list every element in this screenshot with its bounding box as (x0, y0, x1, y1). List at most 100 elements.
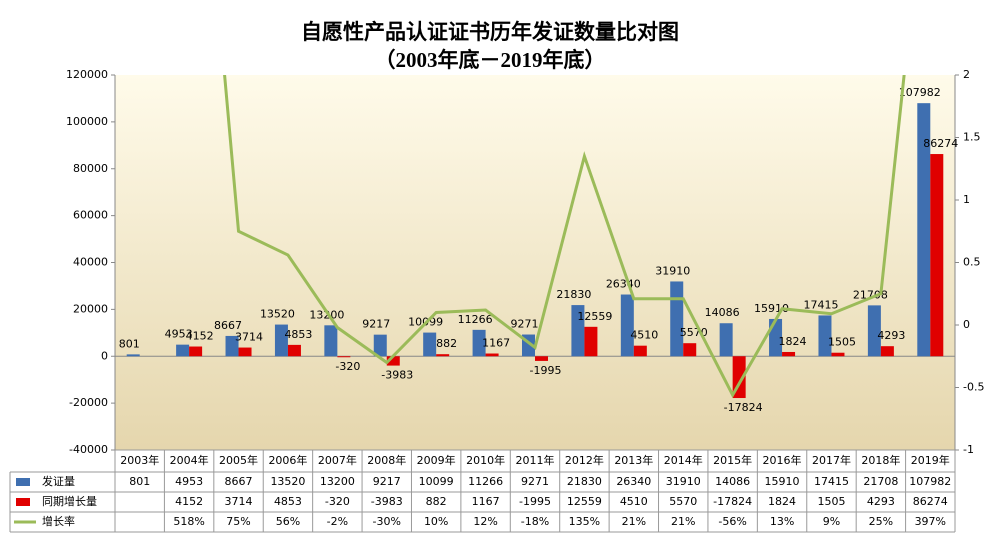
x-tick-label: 2013年 (614, 453, 653, 467)
data-label: 4510 (630, 329, 658, 342)
x-tick-label: 2015年 (713, 453, 752, 467)
table-cell: 9271 (521, 475, 549, 488)
x-tick-label: 2019年 (911, 453, 950, 467)
bar (571, 305, 585, 357)
table-cell: 135% (569, 515, 600, 528)
table-cell: 14086 (715, 475, 750, 488)
data-label: 8667 (214, 319, 242, 332)
data-label: 9271 (511, 318, 539, 331)
bar (423, 332, 437, 357)
table-cell: 4293 (867, 495, 895, 508)
data-label: 21830 (556, 288, 591, 301)
bar (782, 351, 796, 357)
data-label: 13200 (309, 308, 344, 321)
bar (126, 354, 140, 357)
y2-tick-label: 1 (963, 193, 970, 206)
table-cell: 4853 (274, 495, 302, 508)
bar (386, 356, 400, 366)
bar (472, 329, 486, 357)
bar (189, 346, 203, 357)
y2-tick-label: 1.5 (963, 131, 981, 144)
bar (287, 344, 301, 357)
bar (535, 356, 548, 361)
bar (584, 326, 598, 357)
y-tick-label: 40000 (73, 256, 108, 269)
chart-subtitle: （2003年底－2019年底） (375, 48, 606, 72)
table-cell: 4152 (175, 495, 203, 508)
x-tick-label: 2016年 (763, 453, 802, 467)
x-tick-label: 2017年 (812, 453, 851, 467)
x-tick-label: 2003年 (120, 453, 159, 467)
y2-tick-label: 0.5 (963, 256, 981, 269)
table-cell: 31910 (666, 475, 701, 488)
line-group (223, 75, 906, 399)
data-label: -1995 (530, 364, 562, 377)
table-cell: 10099 (419, 475, 454, 488)
x-tick-label: 2004年 (170, 453, 209, 467)
data-label: -3983 (381, 369, 413, 382)
data-label: 14086 (705, 306, 740, 319)
bar (485, 353, 499, 357)
bar (225, 335, 239, 357)
data-label: 801 (119, 337, 140, 350)
bar (633, 345, 647, 357)
data-label: 21708 (853, 288, 888, 301)
y2-tick-label: -0.5 (963, 381, 984, 394)
table-cell: 75% (226, 515, 250, 528)
bar (274, 324, 288, 357)
bar (930, 154, 944, 357)
y2-tick-label: -1 (963, 443, 974, 456)
y-tick-label: 0 (101, 349, 108, 362)
table-cell: -2% (327, 515, 348, 528)
table-cell: 882 (426, 495, 447, 508)
bar (620, 294, 634, 357)
table-cell: 21% (671, 515, 695, 528)
bar (831, 352, 845, 357)
table-cell: 1505 (817, 495, 845, 508)
data-label: 17415 (803, 298, 838, 311)
table-cell: 397% (915, 515, 946, 528)
bar (719, 323, 733, 357)
y-tick-label: 80000 (73, 162, 108, 175)
table-cell: 9217 (373, 475, 401, 488)
bar (670, 281, 684, 357)
y-tick-label: -20000 (69, 396, 108, 409)
data-label: 1167 (482, 337, 510, 350)
growth-line (223, 75, 906, 399)
x-tick-label: 2012年 (565, 453, 604, 467)
y-tick-label: 60000 (73, 209, 108, 222)
table-cell: -17824 (713, 495, 752, 508)
x-tick-label: 2018年 (861, 453, 900, 467)
y-tick-label: 120000 (66, 68, 108, 81)
data-label: 9217 (362, 318, 390, 331)
data-label: 3714 (235, 331, 263, 344)
data-label: -17824 (724, 401, 763, 414)
bar (373, 334, 387, 357)
table-cell: 8667 (225, 475, 253, 488)
bar (818, 315, 832, 357)
table-cell: -56% (718, 515, 746, 528)
x-tick-label: 2005年 (219, 453, 258, 467)
data-label: 26340 (606, 278, 641, 291)
data-label: 107982 (899, 86, 941, 99)
data-label: -320 (335, 360, 360, 373)
bar (867, 305, 881, 357)
table-cell: -30% (373, 515, 401, 528)
x-tick-label: 2014年 (664, 453, 703, 467)
y2-tick-label: 2 (963, 68, 970, 81)
table-cell: -1995 (519, 495, 551, 508)
x-tick-label: 2010年 (466, 453, 505, 467)
data-label: 4293 (877, 329, 905, 342)
legend-label: 同期增长量 (42, 494, 97, 508)
x-tick-label: 2011年 (516, 453, 555, 467)
table-cell: 13200 (320, 475, 355, 488)
data-label: 4953 (165, 328, 193, 341)
table-cell: 5570 (669, 495, 697, 508)
data-label: 1505 (828, 336, 856, 349)
bar (238, 347, 252, 357)
data-label: 1824 (779, 335, 807, 348)
x-tick-label: 2006年 (268, 453, 307, 467)
data-label: 4853 (284, 328, 312, 341)
data-label: 4152 (186, 330, 214, 343)
